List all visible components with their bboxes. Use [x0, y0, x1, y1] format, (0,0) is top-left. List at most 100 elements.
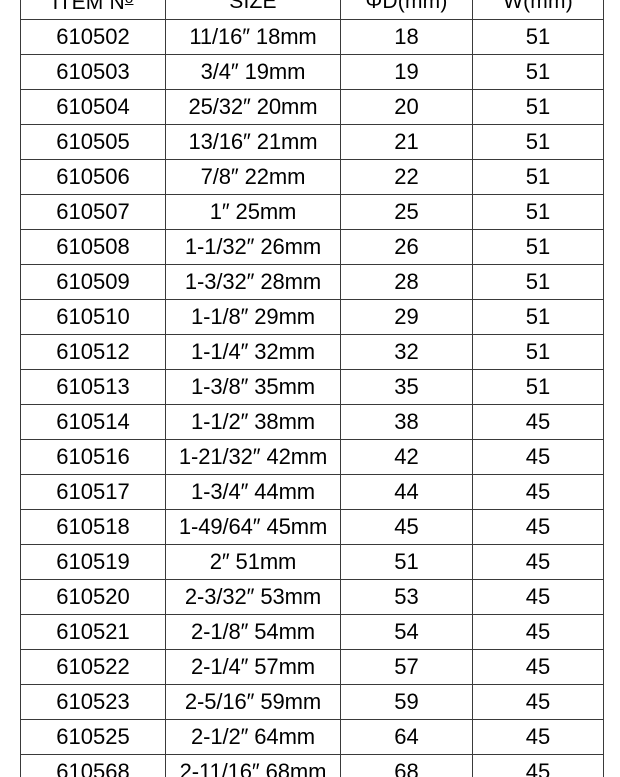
cell-w: 45	[472, 544, 604, 580]
cell-size: 1-49/64″ 45mm	[165, 509, 341, 545]
table-row: 610512 1-1/4″ 32mm 32 51	[20, 334, 604, 370]
cell-size: 25/32″ 20mm	[165, 89, 341, 125]
cell-w: 51	[472, 299, 604, 335]
table-body: 610502 11/16″ 18mm 18 51 610503 3/4″ 19mm 19 51…	[20, 19, 604, 777]
column-header-phi-d: ΦD(mm)	[340, 0, 473, 20]
header-row: ITEM No SIZE ΦD(mm) W(mm)	[20, 0, 604, 20]
cell-phi-d: 18	[340, 19, 473, 55]
cell-item-no: 610525	[20, 719, 166, 755]
cell-w: 51	[472, 194, 604, 230]
cell-item-no: 610518	[20, 509, 166, 545]
table-row: 610508 1-1/32″ 26mm 26 51	[20, 229, 604, 265]
cell-item-no: 610506	[20, 159, 166, 195]
table-row: 610507 1″ 25mm 25 51	[20, 194, 604, 230]
cell-item-no: 610510	[20, 299, 166, 335]
table-row: 610520 2-3/32″ 53mm 53 45	[20, 579, 604, 615]
table-row: 610525 2-1/2″ 64mm 64 45	[20, 719, 604, 755]
table-header: ITEM No SIZE ΦD(mm) W(mm)	[20, 0, 604, 20]
cell-size: 3/4″ 19mm	[165, 54, 341, 90]
column-header-item-no: ITEM No	[20, 0, 166, 20]
cell-phi-d: 42	[340, 439, 473, 475]
cell-item-no: 610502	[20, 19, 166, 55]
cell-w: 45	[472, 754, 604, 777]
cell-item-no: 610513	[20, 369, 166, 405]
table-row: 610519 2″ 51mm 51 45	[20, 544, 604, 580]
cell-size: 2-1/8″ 54mm	[165, 614, 341, 650]
column-header-item-no-superscript: o	[125, 0, 134, 7]
cell-item-no: 610508	[20, 229, 166, 265]
table-row: 610502 11/16″ 18mm 18 51	[20, 19, 604, 55]
cell-size: 2-5/16″ 59mm	[165, 684, 341, 720]
cell-phi-d: 54	[340, 614, 473, 650]
cell-w: 45	[472, 719, 604, 755]
cell-item-no: 610505	[20, 124, 166, 160]
table-row: 610505 13/16″ 21mm 21 51	[20, 124, 604, 160]
cell-phi-d: 29	[340, 299, 473, 335]
cell-item-no: 610504	[20, 89, 166, 125]
cell-phi-d: 20	[340, 89, 473, 125]
cell-phi-d: 22	[340, 159, 473, 195]
cell-size: 2″ 51mm	[165, 544, 341, 580]
cell-phi-d: 32	[340, 334, 473, 370]
cell-size: 13/16″ 21mm	[165, 124, 341, 160]
cell-item-no: 610523	[20, 684, 166, 720]
cell-item-no: 610507	[20, 194, 166, 230]
cell-phi-d: 68	[340, 754, 473, 777]
table-row: 610523 2-5/16″ 59mm 59 45	[20, 684, 604, 720]
cell-phi-d: 25	[340, 194, 473, 230]
cell-item-no: 610520	[20, 579, 166, 615]
cell-size: 2-11/16″ 68mm	[165, 754, 341, 777]
cell-item-no: 610512	[20, 334, 166, 370]
cell-size: 7/8″ 22mm	[165, 159, 341, 195]
cell-item-no: 610522	[20, 649, 166, 685]
table-row: 610517 1-3/4″ 44mm 44 45	[20, 474, 604, 510]
cell-item-no: 610568	[20, 754, 166, 777]
column-header-w-label: W(mm)	[503, 0, 573, 13]
cell-w: 51	[472, 54, 604, 90]
cell-size: 1-21/32″ 42mm	[165, 439, 341, 475]
cell-phi-d: 28	[340, 264, 473, 300]
cell-w: 51	[472, 264, 604, 300]
cell-w: 51	[472, 229, 604, 265]
table-row: 610518 1-49/64″ 45mm 45 45	[20, 509, 604, 545]
cell-phi-d: 19	[340, 54, 473, 90]
cell-w: 51	[472, 159, 604, 195]
cell-w: 45	[472, 509, 604, 545]
cell-w: 51	[472, 19, 604, 55]
cell-w: 51	[472, 369, 604, 405]
cell-size: 2-1/2″ 64mm	[165, 719, 341, 755]
column-header-item-no-label: ITEM N	[52, 0, 125, 14]
cell-phi-d: 51	[340, 544, 473, 580]
column-header-phi-d-label: ΦD(mm)	[365, 0, 448, 13]
table-row: 610504 25/32″ 20mm 20 51	[20, 89, 604, 125]
table-row: 610514 1-1/2″ 38mm 38 45	[20, 404, 604, 440]
cell-size: 2-3/32″ 53mm	[165, 579, 341, 615]
cell-item-no: 610517	[20, 474, 166, 510]
cell-size: 11/16″ 18mm	[165, 19, 341, 55]
table-row: 610503 3/4″ 19mm 19 51	[20, 54, 604, 90]
cell-item-no: 610521	[20, 614, 166, 650]
cell-w: 45	[472, 474, 604, 510]
cell-phi-d: 26	[340, 229, 473, 265]
cell-phi-d: 44	[340, 474, 473, 510]
cell-w: 51	[472, 89, 604, 125]
cell-item-no: 610519	[20, 544, 166, 580]
cell-size: 1-1/4″ 32mm	[165, 334, 341, 370]
cell-phi-d: 38	[340, 404, 473, 440]
cell-phi-d: 64	[340, 719, 473, 755]
cell-size: 1-1/8″ 29mm	[165, 299, 341, 335]
cell-item-no: 610514	[20, 404, 166, 440]
cell-phi-d: 21	[340, 124, 473, 160]
table-row: 610513 1-3/8″ 35mm 35 51	[20, 369, 604, 405]
cell-size: 1-3/8″ 35mm	[165, 369, 341, 405]
cell-phi-d: 45	[340, 509, 473, 545]
cell-w: 45	[472, 649, 604, 685]
cell-w: 51	[472, 124, 604, 160]
table-row: 610516 1-21/32″ 42mm 42 45	[20, 439, 604, 475]
column-header-size: SIZE	[165, 0, 341, 20]
cell-size: 1″ 25mm	[165, 194, 341, 230]
table-row: 610506 7/8″ 22mm 22 51	[20, 159, 604, 195]
cell-size: 1-1/32″ 26mm	[165, 229, 341, 265]
cell-w: 45	[472, 439, 604, 475]
